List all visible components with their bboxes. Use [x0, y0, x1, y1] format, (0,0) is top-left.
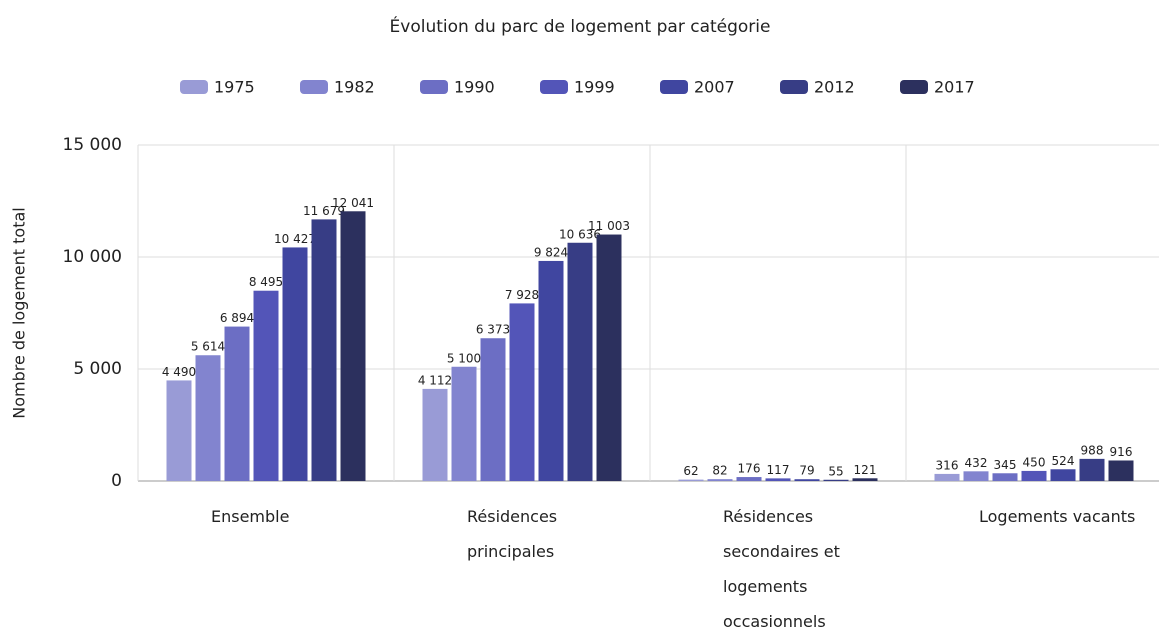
y-tick-label: 15 000	[63, 135, 122, 155]
bar	[567, 242, 593, 481]
value-label: 117	[767, 463, 790, 477]
legend-label: 1999	[574, 78, 615, 97]
value-label: 62	[683, 464, 698, 478]
value-label: 5 614	[191, 340, 225, 354]
value-label: 11 679	[303, 204, 345, 218]
bar	[1079, 458, 1105, 481]
value-label: 916	[1110, 445, 1133, 459]
value-label: 4 112	[418, 373, 452, 387]
value-label: 6 894	[220, 311, 254, 325]
legend-label: 2007	[694, 78, 735, 97]
x-tick-label: Ensemble	[211, 507, 290, 526]
bar	[1108, 460, 1134, 481]
value-label: 6 373	[476, 323, 510, 337]
value-label: 82	[712, 464, 727, 478]
bar	[678, 479, 704, 481]
bar	[1021, 470, 1047, 481]
bar	[992, 473, 1018, 481]
value-label: 5 100	[447, 351, 481, 365]
legend-swatch	[180, 80, 208, 94]
bar	[509, 303, 535, 481]
legend-swatch	[300, 80, 328, 94]
bar	[934, 473, 960, 481]
legend-label: 2017	[934, 78, 975, 97]
legend-label: 1990	[454, 78, 495, 97]
value-label: 524	[1052, 454, 1075, 468]
value-label: 450	[1023, 455, 1046, 469]
legend-swatch	[420, 80, 448, 94]
y-tick-label: 5 000	[73, 359, 122, 379]
bar	[224, 326, 250, 481]
value-label: 10 427	[274, 232, 316, 246]
value-label: 176	[738, 462, 761, 476]
value-label: 316	[936, 458, 959, 472]
bar	[538, 260, 564, 481]
x-tick-label: Résidences secondaires et logements occa…	[723, 507, 840, 631]
value-label: 4 490	[162, 365, 196, 379]
bar	[794, 479, 820, 481]
legend-swatch	[660, 80, 688, 94]
value-label: 988	[1081, 443, 1104, 457]
x-tick-label: Logements vacants	[979, 507, 1136, 526]
y-tick-label: 10 000	[63, 247, 122, 267]
bar	[340, 211, 366, 481]
bar	[963, 471, 989, 481]
bar	[166, 380, 192, 481]
x-tick-label: Résidences principales	[467, 507, 558, 561]
value-label: 12 041	[332, 196, 374, 210]
value-label: 7 928	[505, 288, 539, 302]
value-label: 345	[994, 458, 1017, 472]
y-axis-label: Nombre de logement total	[10, 207, 29, 419]
legend-label: 1975	[214, 78, 255, 97]
bar	[1050, 469, 1076, 481]
value-label: 121	[854, 463, 877, 477]
chart-title: Évolution du parc de logement par catégo…	[390, 15, 771, 37]
value-label: 9 824	[534, 245, 568, 259]
value-label: 10 636	[559, 227, 601, 241]
value-label: 8 495	[249, 275, 283, 289]
bar	[480, 338, 506, 481]
bar	[422, 388, 448, 481]
bar	[765, 478, 791, 481]
bar	[736, 477, 762, 481]
value-label: 79	[799, 464, 814, 478]
legend-swatch	[780, 80, 808, 94]
bar	[596, 234, 622, 481]
legend-swatch	[540, 80, 568, 94]
bar	[195, 355, 221, 481]
bar	[282, 247, 308, 481]
bar	[311, 219, 337, 482]
value-label: 55	[828, 464, 843, 478]
value-label: 11 003	[588, 219, 630, 233]
legend-swatch	[900, 80, 928, 94]
bar	[451, 366, 477, 481]
bar	[707, 479, 733, 481]
y-tick-label: 0	[111, 471, 122, 491]
bar	[823, 479, 849, 481]
legend-label: 2012	[814, 78, 855, 97]
value-label: 432	[965, 456, 988, 470]
bar	[253, 290, 279, 481]
legend-label: 1982	[334, 78, 375, 97]
bar	[852, 478, 878, 481]
